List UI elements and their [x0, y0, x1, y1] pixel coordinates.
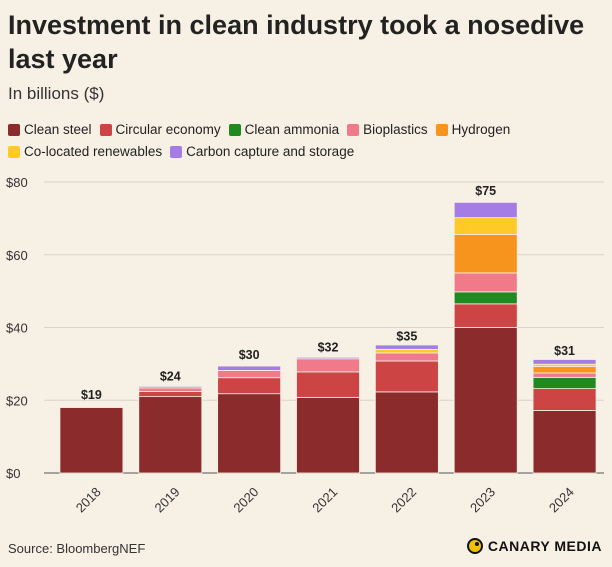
- bar-segment-circular-economy: [138, 391, 203, 398]
- bar-segment-carbon-capture-and-storage: [453, 201, 518, 219]
- legend-item-carbon-capture-and-storage: Carbon capture and storage: [170, 142, 354, 162]
- bar-segment-carbon-capture-and-storage: [374, 344, 439, 350]
- canary-logo-icon: [466, 538, 483, 554]
- chart-title: Investment in clean industry took a nose…: [8, 10, 585, 74]
- legend-item-clean-steel: Clean steel: [8, 120, 92, 140]
- bar-segment-carbon-capture-and-storage: [296, 356, 360, 360]
- bar-segment-clean-ammonia: [532, 376, 597, 390]
- bar-segment-circular-economy: [296, 371, 360, 398]
- bar-segment-bioplastics: [532, 372, 597, 378]
- chart-subtitle: In billions ($): [8, 84, 105, 103]
- brand-name: CANARY MEDIA: [487, 538, 602, 554]
- bar-segment-circular-economy: [217, 377, 282, 395]
- x-tick-label: 2024: [546, 484, 577, 515]
- legend-swatch: [8, 124, 20, 136]
- legend-swatch: [435, 124, 448, 136]
- legend-label: Hydrogen: [451, 122, 511, 137]
- bar-segment-hydrogen: [532, 366, 597, 374]
- bar-segment-bioplastics: [374, 352, 439, 362]
- brand: CANARY MEDIA: [466, 538, 602, 554]
- legend-item-bioplastics: Bioplastics: [347, 120, 428, 140]
- bar-total-label: $30: [239, 348, 260, 362]
- x-tick-label: 2022: [388, 484, 419, 515]
- y-tick-label: $0: [6, 466, 20, 481]
- legend-swatch: [347, 124, 360, 136]
- bar-segment-clean-steel: [296, 396, 360, 474]
- legend-label: Clean ammonia: [244, 122, 340, 137]
- legend-swatch: [170, 146, 183, 158]
- bar-segment-co-located-renewables: [453, 217, 518, 235]
- bar-segment-co-located-renewables: [374, 348, 439, 354]
- x-tick-label: 2019: [152, 484, 183, 515]
- bar-segment-bioplastics: [296, 358, 360, 373]
- legend-label: Circular economy: [115, 122, 221, 137]
- legend-item-circular-economy: Circular economy: [99, 120, 221, 140]
- bar-segment-clean-steel: [374, 391, 439, 474]
- bar-total-label: $19: [81, 388, 102, 402]
- legend-item-co-located-renewables: Co-located renewables: [8, 142, 162, 162]
- bar-total-label: $32: [318, 341, 339, 355]
- bar-total-label: $35: [396, 330, 417, 344]
- legend-swatch: [8, 146, 20, 158]
- x-tick-label: 2023: [467, 484, 498, 515]
- legend-label: Carbon capture and storage: [186, 144, 355, 159]
- x-tick-label: 2018: [73, 484, 104, 515]
- x-tick-label: 2021: [309, 484, 340, 515]
- legend-item-clean-ammonia: Clean ammonia: [228, 120, 340, 140]
- y-tick-label: $20: [6, 393, 28, 408]
- bar-segment-clean-ammonia: [453, 291, 518, 305]
- legend-label: Clean steel: [24, 122, 92, 137]
- y-tick-label: $40: [6, 321, 28, 336]
- bar-segment-carbon-capture-and-storage: [217, 365, 282, 371]
- bar-segment-circular-economy: [374, 360, 439, 393]
- bar-segment-bioplastics: [453, 272, 518, 293]
- bar-segment-circular-economy: [532, 388, 597, 411]
- legend: Clean steel Circular economy Clean ammonia…: [8, 120, 608, 164]
- source-note: Source: BloombergNEF: [8, 541, 146, 556]
- bar-total-label: $75: [475, 184, 496, 198]
- bar-segment-bioplastics: [138, 387, 203, 392]
- legend-item-hydrogen: Hydrogen: [435, 120, 511, 140]
- legend-swatch: [228, 124, 241, 136]
- y-tick-label: $80: [6, 175, 28, 190]
- bar-segment-hydrogen: [453, 233, 518, 274]
- bar-segment-clean-steel: [217, 393, 282, 474]
- legend-swatch: [99, 124, 112, 136]
- bar-segment-clean-steel: [453, 327, 518, 474]
- bar-segment-carbon-capture-and-storage: [138, 386, 203, 389]
- bar-segment-circular-economy: [453, 303, 518, 328]
- bar-segment-carbon-capture-and-storage: [532, 359, 597, 365]
- bar-total-label: $31: [554, 344, 575, 358]
- legend-label: Bioplastics: [363, 122, 428, 137]
- bar-segment-clean-steel: [59, 407, 124, 474]
- y-tick-label: $60: [6, 248, 28, 263]
- legend-label: Co-located renewables: [24, 144, 163, 159]
- bar-total-label: $24: [160, 370, 181, 384]
- bar-chart: $0 $20 $40 $60 $80 $19 2018 $24 2019 $30 2020 $32 20…: [6, 175, 604, 515]
- bar-segment-bioplastics: [217, 370, 282, 379]
- x-tick-label: 2020: [230, 484, 261, 515]
- bar-segment-clean-steel: [138, 396, 203, 474]
- bar-segment-clean-steel: [532, 410, 597, 474]
